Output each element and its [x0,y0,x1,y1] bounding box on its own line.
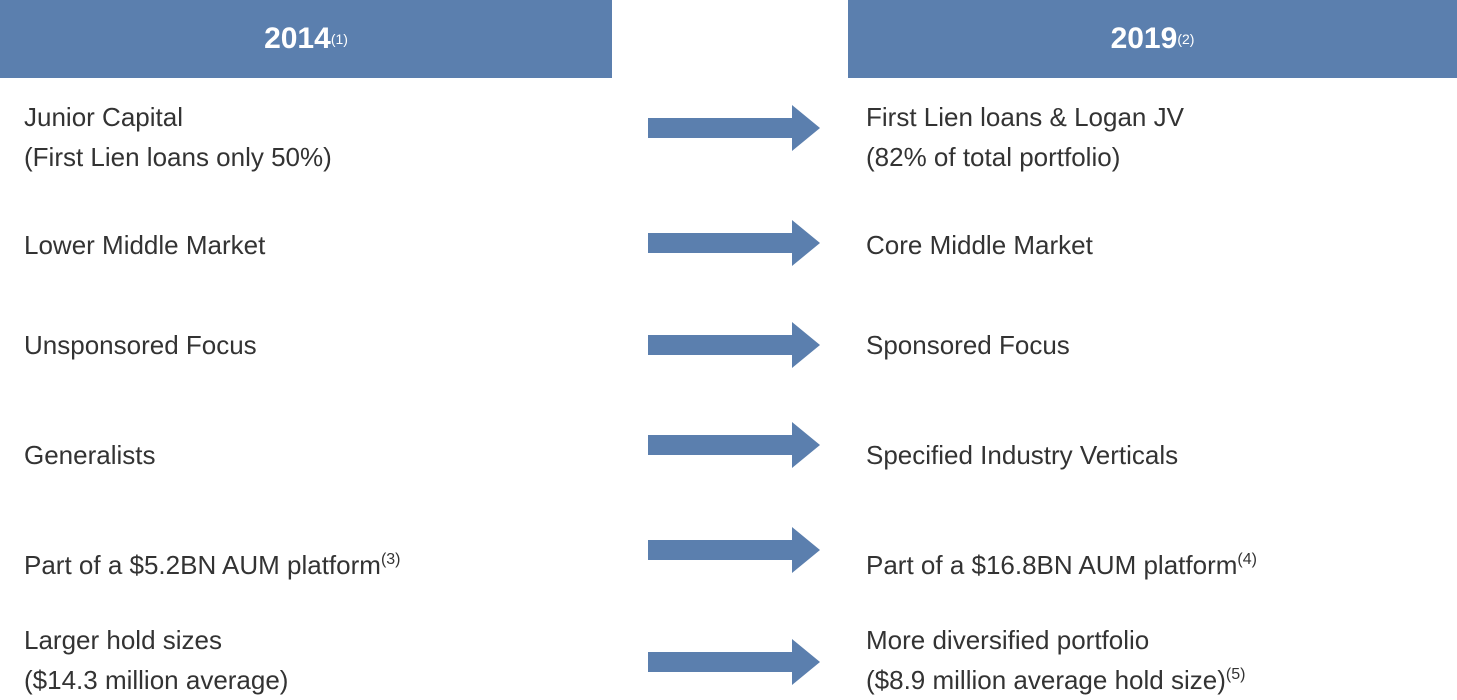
row-text-left: Part of a $5.2BN AUM platform(3) [24,545,401,585]
arrow [648,322,820,368]
text-line: Core Middle Market [866,225,1093,265]
text-line: Unsponsored Focus [24,325,257,365]
text-line: Generalists [24,435,156,475]
text-line: (82% of total portfolio) [866,137,1184,177]
header-title: 2019 [1110,22,1178,55]
row-text-right: Core Middle Market [866,225,1093,265]
row-text-left: Unsponsored Focus [24,325,257,365]
text: Larger hold sizes [24,625,222,655]
row-text-right: First Lien loans & Logan JV (82% of total… [866,97,1184,177]
text: Sponsored Focus [866,330,1070,360]
text: Part of a $5.2BN AUM platform [24,550,381,580]
text: Core Middle Market [866,230,1093,260]
header-note: (1) [330,31,348,47]
row-text-left: Generalists [24,435,156,475]
row-text-right: Specified Industry Verticals [866,435,1178,475]
text-line: (First Lien loans only 50%) [24,137,332,177]
text: Part of a $16.8BN AUM platform [866,550,1238,580]
header-right: 2019 (2) [848,0,1457,78]
footnote-ref: (4) [1237,551,1257,568]
text: Junior Capital [24,102,183,132]
header-title: 2014 [264,22,331,55]
text-line: More diversified portfolio [866,620,1245,660]
row-text-left: Junior Capital (First Lien loans only 50%… [24,97,332,177]
arrow [648,220,820,266]
text: Unsponsored Focus [24,330,257,360]
text-line: Lower Middle Market [24,225,265,265]
row-text-right: Sponsored Focus [866,325,1070,365]
row-text-right: More diversified portfolio ($8.9 million … [866,620,1245,700]
text-line: Part of a $5.2BN AUM platform(3) [24,545,401,585]
text: More diversified portfolio [866,625,1150,655]
text-line: Specified Industry Verticals [866,435,1178,475]
text: ($8.9 million average hold size) [866,665,1226,695]
arrow [648,105,820,151]
text-line: ($14.3 million average) [24,660,288,700]
arrow [648,422,820,468]
arrow [648,527,820,573]
row-text-right: Part of a $16.8BN AUM platform(4) [866,545,1257,585]
text: (82% of total portfolio) [866,142,1121,172]
text: (First Lien loans only 50%) [24,142,332,172]
text: Specified Industry Verticals [866,440,1179,470]
text: ($14.3 million average) [24,665,289,695]
text-line: Sponsored Focus [866,325,1070,365]
header-note: (2) [1177,31,1195,47]
row-text-left: Larger hold sizes ($14.3 million average) [24,620,288,700]
footnote-ref: (5) [1225,666,1246,683]
text: Generalists [24,440,156,470]
text-line: ($8.9 million average hold size)(5) [866,660,1245,700]
text: Lower Middle Market [24,230,266,260]
row-text-left: Lower Middle Market [24,225,265,265]
text: First Lien loans & Logan JV [866,102,1184,132]
header-left: 2014 (1) [0,0,612,78]
text-line: First Lien loans & Logan JV [866,97,1184,137]
text-line: Part of a $16.8BN AUM platform(4) [866,545,1257,585]
text-line: Larger hold sizes [24,620,288,660]
text-line: Junior Capital [24,97,332,137]
arrow [648,639,820,685]
footnote-ref: (3) [380,551,401,568]
